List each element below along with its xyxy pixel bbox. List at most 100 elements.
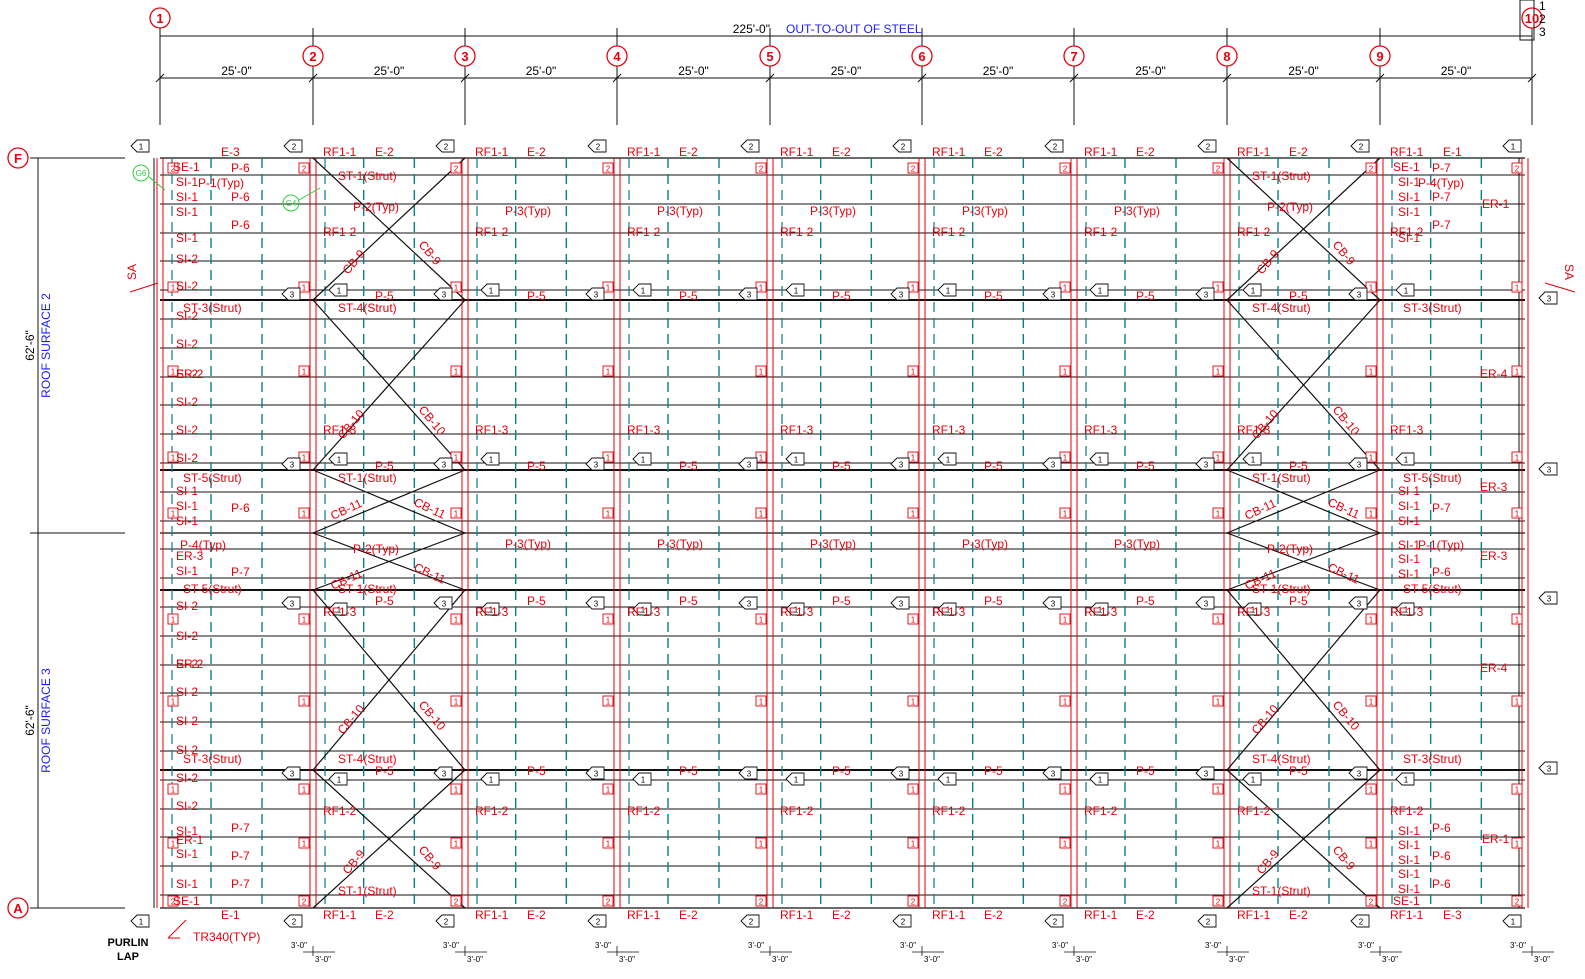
girt-label: SI-2 xyxy=(176,309,198,323)
tag-number: 1 xyxy=(1404,287,1409,296)
purlin-label: P-5 xyxy=(679,289,698,303)
tag-number: 2 xyxy=(901,143,906,152)
marker-number: 1 xyxy=(1216,454,1221,463)
rafter-label: RF1-1 xyxy=(932,145,966,159)
marker-box xyxy=(450,281,462,293)
marker-box xyxy=(298,837,310,849)
green-tag xyxy=(132,164,150,182)
section-arrow xyxy=(129,282,159,293)
gridline-label: 2 xyxy=(309,49,316,64)
marker-number: 1 xyxy=(911,786,916,795)
marker-box xyxy=(907,162,919,174)
eave-label: E-2 xyxy=(1289,908,1308,922)
cross-brace xyxy=(1226,769,1381,909)
tag-diamond xyxy=(328,602,348,616)
marker-box xyxy=(755,162,767,174)
marker-number: 1 xyxy=(454,284,459,293)
tag-number: 3 xyxy=(1204,461,1209,470)
marker-number: 1 xyxy=(1369,368,1374,377)
marker-number: 1 xyxy=(911,454,916,463)
row-label: A xyxy=(13,901,23,916)
marker-number: 1 xyxy=(171,840,176,849)
purlin-label: P-2(Typ) xyxy=(1267,542,1313,556)
strut-label: ST-3(Strut) xyxy=(183,301,242,315)
marker-number: 2 xyxy=(1063,165,1068,174)
marker-box xyxy=(298,895,310,907)
marker-number: 1 xyxy=(1369,786,1374,795)
purlin-label: P-6 xyxy=(1432,849,1451,863)
tag-diamond xyxy=(1042,596,1062,610)
girt-label: SI-2 xyxy=(176,451,198,465)
tag-number: 3 xyxy=(442,461,447,470)
rafter-label: RF1-2 xyxy=(475,225,509,239)
marker-number: 1 xyxy=(1063,368,1068,377)
endwall-label: ER-2 xyxy=(176,657,204,671)
purlin-label: P-6 xyxy=(231,190,250,204)
strut-label: ST-1(Strut) xyxy=(1252,471,1311,485)
dim-tick xyxy=(765,73,775,83)
green-tag-label: G6 xyxy=(136,169,147,178)
tag-number: 1 xyxy=(139,143,144,152)
tag-diamond xyxy=(433,457,453,471)
tag-number: 1 xyxy=(337,456,342,465)
tag-number: 2 xyxy=(1359,143,1364,152)
gridline-label: 3 xyxy=(461,49,468,64)
leader-line xyxy=(167,919,187,939)
tag-diamond xyxy=(1395,283,1415,297)
tag-diamond xyxy=(740,914,760,928)
tag-number: 3 xyxy=(899,291,904,300)
girt-label: SI-2 xyxy=(176,279,198,293)
marker-number: 1 xyxy=(1216,840,1221,849)
girt-label: SI-2 xyxy=(176,685,198,699)
purlin-label: P-7 xyxy=(231,849,250,863)
lap-dimension: 3'-0" xyxy=(595,941,611,950)
marker-number: 1 xyxy=(759,368,764,377)
rafter-label: RF1-2 xyxy=(1390,225,1424,239)
eave-label: E-3 xyxy=(221,145,240,159)
marker-number: 1 xyxy=(1063,284,1068,293)
tag-diamond xyxy=(480,452,500,466)
rafter-label: RF1-1 xyxy=(323,145,357,159)
lap-dimension: 3'-0" xyxy=(1534,955,1550,964)
section-mark-left: SA xyxy=(125,264,139,280)
tag-diamond xyxy=(785,452,805,466)
green-tag-label: G4 xyxy=(286,199,297,208)
tag-number: 3 xyxy=(594,600,599,609)
girt-label: SI-2 xyxy=(176,771,198,785)
tag-number: 3 xyxy=(290,770,295,779)
tag-number: 3 xyxy=(1547,765,1552,774)
marker-box xyxy=(298,507,310,519)
eave-label: E-2 xyxy=(984,145,1003,159)
marker-number: 1 xyxy=(606,698,611,707)
rafter-label: RF1-3 xyxy=(1084,423,1118,437)
marker-box xyxy=(167,783,179,795)
purlin-label: P-7 xyxy=(231,877,250,891)
purlin-label: P-6 xyxy=(1432,821,1451,835)
strut-label: ST-3(Strut) xyxy=(183,752,242,766)
marker-box xyxy=(602,695,614,707)
marker-number: 1 xyxy=(1515,616,1520,625)
tag-diamond xyxy=(892,914,912,928)
marker-number: 2 xyxy=(302,898,307,907)
strut-label: ST-4(Strut) xyxy=(338,301,397,315)
marker-number: 1 xyxy=(1515,698,1520,707)
tag-diamond xyxy=(1538,291,1558,305)
marker-box xyxy=(1365,613,1377,625)
tag-diamond xyxy=(632,602,652,616)
rafter-label: RF1-1 xyxy=(1084,145,1118,159)
purlin-label: P-5 xyxy=(1136,764,1155,778)
tag-number: 3 xyxy=(747,291,752,300)
cross-brace xyxy=(1226,532,1381,591)
girt-label: SE-1 xyxy=(1393,160,1420,174)
marker-box xyxy=(450,783,462,795)
tag-number: 1 xyxy=(1511,143,1516,152)
brace-label: CB-9 xyxy=(416,238,445,268)
purlin-label: P-7 xyxy=(1432,501,1451,515)
marker-number: 1 xyxy=(606,840,611,849)
tag-number: 1 xyxy=(337,776,342,785)
marker-box xyxy=(167,281,179,293)
tag-number: 3 xyxy=(747,461,752,470)
marker-number: 1 xyxy=(759,510,764,519)
marker-box xyxy=(1365,365,1377,377)
